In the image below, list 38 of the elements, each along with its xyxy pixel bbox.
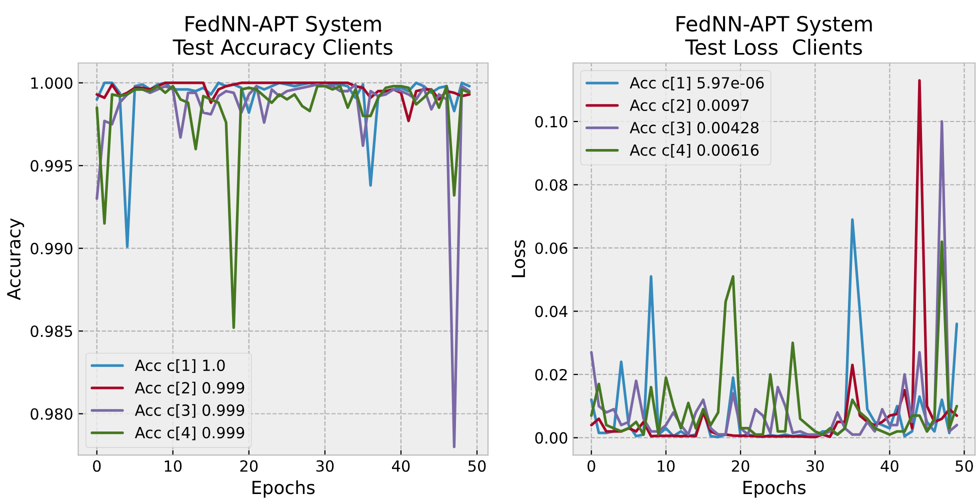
x-tick-label: 30 bbox=[806, 460, 824, 472]
legend-label: Acc c[3] 0.999 bbox=[134, 404, 244, 418]
legend-label: Acc c[4] 0.00616 bbox=[630, 144, 759, 158]
x-tick-label: 50 bbox=[956, 460, 973, 472]
y-tick-label: 0.04 bbox=[535, 306, 568, 318]
x-tick-label: 40 bbox=[880, 460, 898, 472]
x-tick-label: 0 bbox=[588, 460, 596, 472]
y-tick-label: 0.02 bbox=[535, 368, 567, 380]
chart-title: FedNN-APT System Test Loss Clients bbox=[676, 16, 872, 55]
x-axis-title: Epochs bbox=[744, 480, 806, 498]
legend-label: Acc c[3] 0.00428 bbox=[630, 122, 759, 136]
line-series bbox=[96, 84, 471, 330]
y-tick-label: 0.990 bbox=[30, 242, 72, 254]
y-axis-title: Accuracy bbox=[7, 218, 24, 300]
y-tick-label: 0.08 bbox=[535, 179, 568, 191]
x-axis-title: Epochs bbox=[252, 480, 315, 498]
y-tick-label: 0.10 bbox=[535, 116, 568, 128]
y-tick-label: 1.000 bbox=[31, 77, 72, 89]
x-tick-label: 0 bbox=[93, 460, 101, 472]
y-tick-label: 0.06 bbox=[535, 242, 568, 254]
y-axis-title: Loss bbox=[512, 240, 526, 278]
x-tick-label: 30 bbox=[316, 460, 334, 472]
y-tick-label: 0.00 bbox=[535, 432, 568, 444]
x-tick-label: 20 bbox=[240, 460, 258, 472]
x-tick-label: 40 bbox=[392, 460, 410, 472]
y-tick-label: 0.985 bbox=[30, 325, 72, 338]
x-tick-label: 10 bbox=[164, 460, 182, 472]
x-tick-label: 10 bbox=[658, 460, 675, 472]
x-tick-label: 50 bbox=[468, 460, 486, 472]
legend-label: Acc c[2] 0.999 bbox=[134, 382, 244, 396]
y-tick-label: 0.980 bbox=[30, 408, 72, 420]
legend-label: Acc c[4] 0.999 bbox=[134, 426, 244, 440]
legend-label: Acc c[2] 0.0097 bbox=[630, 99, 749, 113]
chart-title: FedNN-APT System Test Accuracy Clients bbox=[172, 16, 392, 59]
x-tick-label: 20 bbox=[732, 460, 750, 472]
y-tick-label: 0.995 bbox=[30, 160, 72, 172]
legend-label: Acc c[1] 1.0 bbox=[134, 359, 225, 373]
legend-label: Acc c[1] 5.97e-06 bbox=[630, 76, 764, 90]
